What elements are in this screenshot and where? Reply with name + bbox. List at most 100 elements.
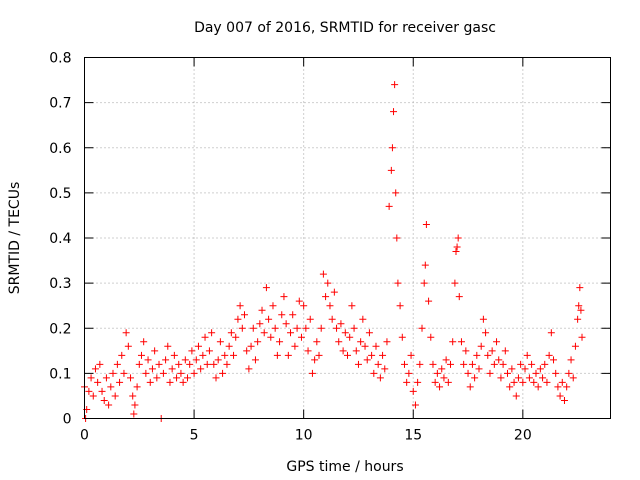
data-point	[370, 369, 378, 377]
data-point	[113, 360, 121, 368]
data-point	[249, 324, 257, 332]
data-point	[105, 401, 113, 409]
data-point	[262, 284, 270, 292]
data-point	[379, 351, 387, 359]
data-point	[322, 293, 330, 301]
data-point	[387, 166, 395, 174]
data-point	[396, 302, 404, 310]
data-point	[407, 351, 415, 359]
data-point	[91, 365, 99, 373]
data-point	[186, 360, 194, 368]
data-point	[462, 347, 470, 355]
data-point	[501, 347, 509, 355]
data-point	[523, 351, 531, 359]
data-point	[449, 338, 457, 346]
data-point	[421, 261, 429, 269]
data-point	[269, 302, 277, 310]
data-point	[577, 306, 585, 314]
data-point	[315, 351, 323, 359]
data-point	[468, 360, 476, 368]
data-point	[199, 351, 207, 359]
data-point	[350, 324, 358, 332]
data-point	[155, 360, 163, 368]
data-point	[368, 351, 376, 359]
data-point	[260, 329, 268, 337]
data-point	[556, 392, 564, 400]
data-point	[300, 302, 308, 310]
data-point	[452, 248, 460, 256]
data-point	[431, 378, 439, 386]
data-point	[442, 356, 450, 364]
data-point	[541, 360, 549, 368]
data-point	[107, 383, 115, 391]
data-point	[142, 369, 150, 377]
y-tick-labels: 0 0.1 0.2 0.3 0.4 0.5 0.6 0.7 0.8	[49, 51, 71, 428]
data-point	[258, 306, 266, 314]
data-point	[376, 374, 384, 382]
data-point	[495, 356, 503, 364]
data-point	[330, 288, 338, 296]
data-point	[254, 338, 262, 346]
data-point	[521, 365, 529, 373]
data-point	[179, 378, 187, 386]
data-point	[146, 378, 154, 386]
data-point	[210, 360, 218, 368]
data-point	[545, 351, 553, 359]
data-point	[391, 81, 399, 89]
data-point	[284, 351, 292, 359]
data-point	[328, 315, 336, 323]
data-point	[519, 378, 527, 386]
data-point	[563, 383, 571, 391]
data-point	[192, 356, 200, 364]
data-point	[543, 378, 551, 386]
data-point	[425, 297, 433, 305]
data-point	[569, 374, 577, 382]
data-point	[205, 347, 213, 355]
data-point	[394, 279, 402, 287]
data-point	[466, 383, 474, 391]
data-point	[433, 369, 441, 377]
data-point	[131, 401, 139, 409]
x-tick-label: 10	[295, 428, 313, 444]
data-point	[473, 351, 481, 359]
x-tick-label: 20	[514, 428, 532, 444]
data-point	[411, 401, 419, 409]
data-point	[528, 360, 536, 368]
data-point	[304, 347, 312, 355]
data-point	[230, 351, 238, 359]
data-point	[148, 365, 156, 373]
data-point	[216, 338, 224, 346]
data-point	[313, 338, 321, 346]
data-points	[81, 81, 586, 422]
grid-lines	[84, 57, 611, 419]
data-point	[337, 320, 345, 328]
data-point	[484, 351, 492, 359]
data-point	[357, 338, 365, 346]
data-point	[499, 360, 507, 368]
data-point	[98, 387, 106, 395]
data-point	[558, 378, 566, 386]
data-point	[225, 342, 233, 350]
data-point	[444, 378, 452, 386]
data-point	[118, 351, 126, 359]
y-tick-label: 0.3	[49, 276, 71, 292]
data-point	[422, 220, 430, 228]
data-point	[552, 369, 560, 377]
data-point	[477, 342, 485, 350]
data-point	[276, 338, 284, 346]
data-point	[560, 396, 568, 404]
data-point	[354, 360, 362, 368]
data-point	[100, 396, 108, 404]
data-point	[130, 410, 138, 418]
data-point	[403, 378, 411, 386]
data-point	[190, 369, 198, 377]
data-point	[137, 351, 145, 359]
y-tick-label: 0.8	[49, 51, 71, 67]
data-point	[346, 333, 354, 341]
data-point	[271, 324, 279, 332]
y-tick-label: 0.6	[49, 141, 71, 157]
data-point	[245, 365, 253, 373]
data-point	[416, 360, 424, 368]
data-point	[567, 356, 575, 364]
data-point	[574, 315, 582, 323]
